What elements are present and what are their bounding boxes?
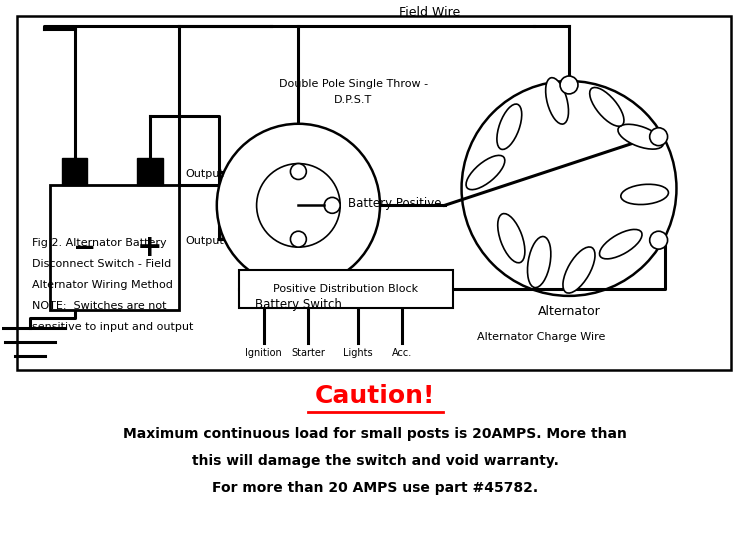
Circle shape (650, 231, 668, 249)
Ellipse shape (563, 247, 595, 293)
Text: Caution!: Caution! (315, 384, 435, 409)
Bar (62, 158, 88, 185)
Circle shape (650, 128, 668, 146)
Bar (50, 185, 179, 310)
Ellipse shape (498, 213, 525, 263)
Text: Output: Output (185, 236, 224, 246)
Text: NOTE:  Switches are not: NOTE: Switches are not (32, 301, 166, 311)
Text: Battery Positive: Battery Positive (348, 197, 442, 210)
Circle shape (461, 81, 676, 296)
Ellipse shape (527, 236, 550, 288)
Circle shape (256, 163, 340, 247)
Circle shape (217, 124, 380, 287)
Text: D.P.S.T: D.P.S.T (334, 95, 372, 105)
Circle shape (324, 197, 340, 213)
Text: Alternator: Alternator (538, 305, 601, 318)
Text: Double Pole Single Throw -: Double Pole Single Throw - (278, 79, 428, 89)
Text: Ignition: Ignition (245, 348, 282, 358)
Circle shape (560, 76, 578, 94)
Text: Acc.: Acc. (392, 348, 412, 358)
Text: Disconnect Switch - Field: Disconnect Switch - Field (32, 259, 171, 269)
Ellipse shape (590, 87, 624, 126)
Text: Lights: Lights (344, 348, 373, 358)
Text: Field Wire: Field Wire (399, 6, 460, 19)
Ellipse shape (599, 229, 642, 259)
Text: Battery Switch: Battery Switch (255, 298, 342, 311)
Ellipse shape (466, 156, 505, 190)
Bar (137, 158, 163, 185)
Text: Starter: Starter (292, 348, 326, 358)
Circle shape (290, 231, 306, 247)
Bar (238, 270, 452, 308)
Text: Alternator Wiring Method: Alternator Wiring Method (32, 280, 172, 290)
Circle shape (290, 163, 306, 179)
Ellipse shape (618, 124, 663, 149)
Ellipse shape (621, 184, 668, 205)
Text: −: − (73, 234, 96, 262)
Text: Output: Output (185, 168, 224, 179)
Text: this will damage the switch and void warranty.: this will damage the switch and void war… (191, 454, 559, 468)
Text: Positive Distribution Block: Positive Distribution Block (273, 284, 419, 294)
Text: Fig 2. Alternator Battery: Fig 2. Alternator Battery (32, 238, 166, 248)
Text: Maximum continuous load for small posts is 20AMPS. More than: Maximum continuous load for small posts … (123, 427, 627, 441)
Text: sensitive to input and output: sensitive to input and output (32, 322, 193, 332)
Bar (16, 16, 731, 370)
Ellipse shape (497, 104, 522, 150)
Text: +: + (136, 233, 162, 262)
Text: Alternator Charge Wire: Alternator Charge Wire (477, 332, 605, 342)
Text: For more than 20 AMPS use part #45782.: For more than 20 AMPS use part #45782. (212, 481, 538, 495)
Ellipse shape (546, 78, 568, 124)
